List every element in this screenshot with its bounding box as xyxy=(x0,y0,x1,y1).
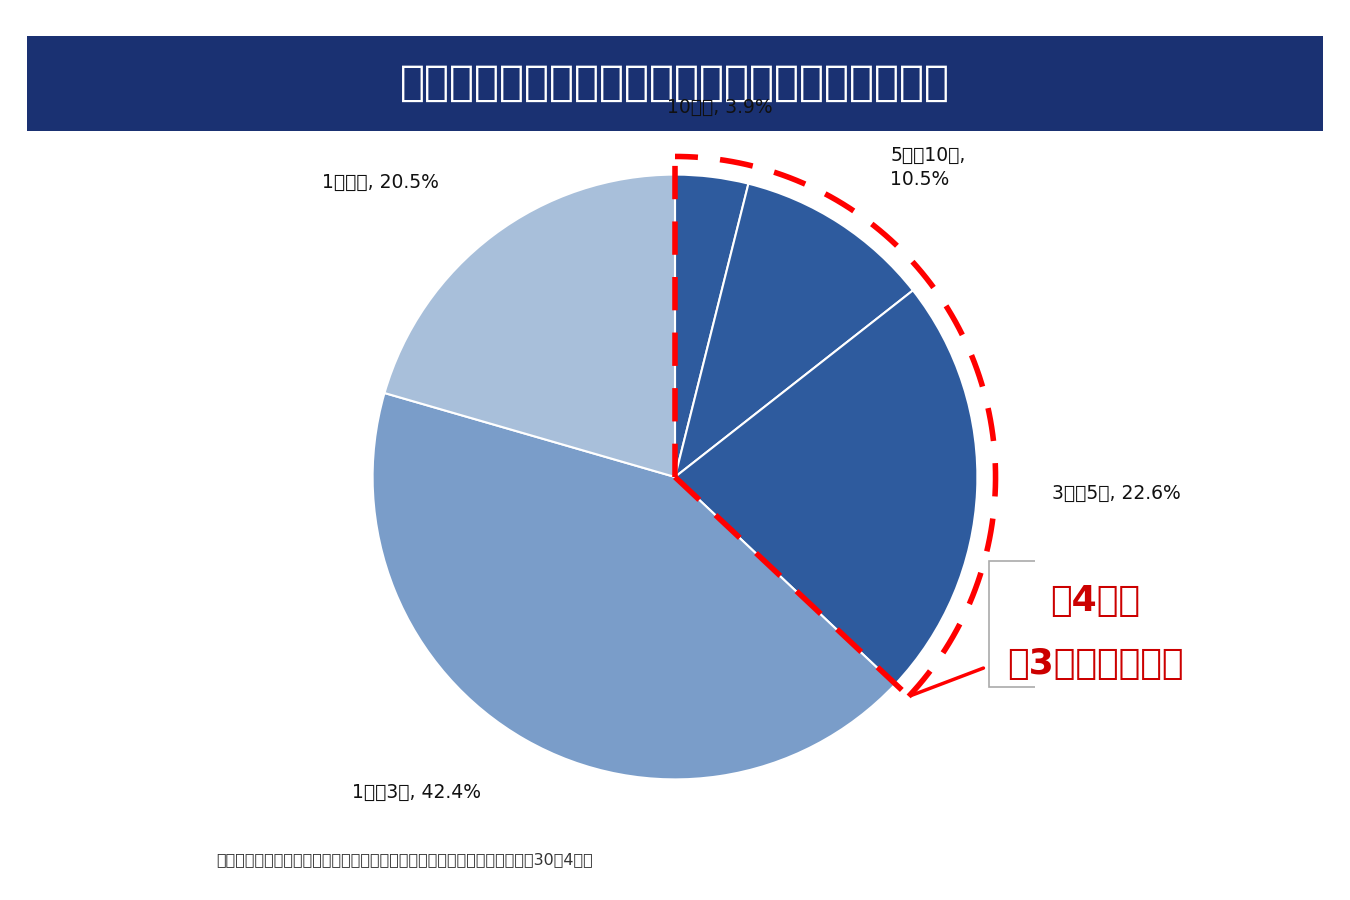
Wedge shape xyxy=(675,184,913,477)
Wedge shape xyxy=(675,291,977,685)
Text: 1年〜3年, 42.4%: 1年〜3年, 42.4% xyxy=(351,783,481,802)
Text: 1年以内, 20.5%: 1年以内, 20.5% xyxy=(323,173,439,192)
Wedge shape xyxy=(373,393,895,779)
Wedge shape xyxy=(385,175,675,477)
FancyBboxPatch shape xyxy=(990,561,1202,688)
Text: 3年〜5年, 22.6%: 3年〜5年, 22.6% xyxy=(1052,484,1181,503)
Text: 後継者の選定から了承を得るまでにかかった時間: 後継者の選定から了承を得るまでにかかった時間 xyxy=(400,62,950,104)
Wedge shape xyxy=(675,175,748,477)
Text: 10年超, 3.9%: 10年超, 3.9% xyxy=(667,98,772,117)
Text: 「3年超」と回答: 「3年超」と回答 xyxy=(1007,647,1184,681)
Text: 約4割が: 約4割が xyxy=(1050,584,1141,617)
Text: 出典：中小企業庁「最近の中小企業・小規模事業者政策について」（平成30年4月）: 出典：中小企業庁「最近の中小企業・小規模事業者政策について」（平成30年4月） xyxy=(216,852,593,867)
Text: 5年〜10年,
10.5%: 5年〜10年, 10.5% xyxy=(890,146,965,189)
